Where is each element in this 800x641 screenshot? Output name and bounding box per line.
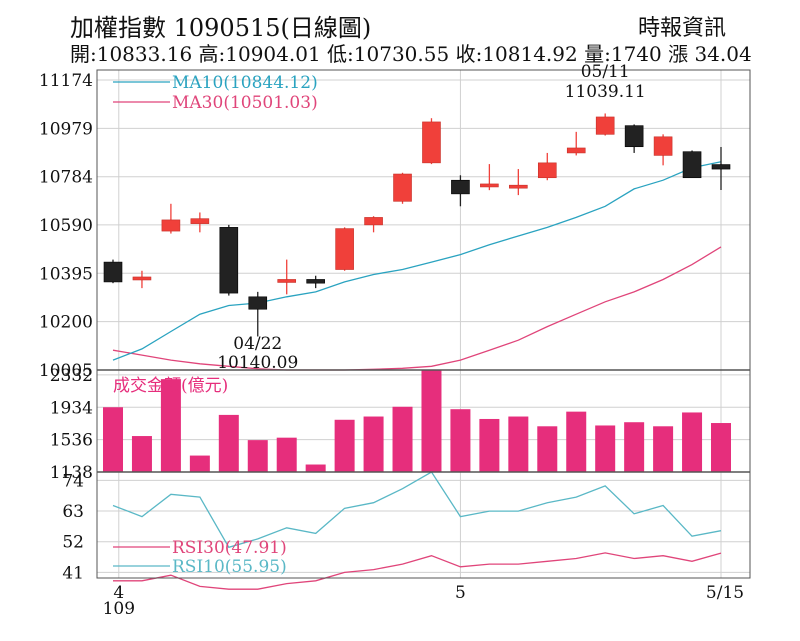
volume-bar xyxy=(103,407,123,472)
candle-body xyxy=(277,279,297,283)
price-tick-label: 10979 xyxy=(39,119,93,139)
ohlc-stats: 開:10833.16 高:10904.01 低:10730.55 收:10814… xyxy=(70,42,752,66)
volume-bar xyxy=(218,414,239,472)
source-label: 時報資訊 xyxy=(638,16,727,41)
candle-body xyxy=(190,218,210,224)
price-tick-label: 10590 xyxy=(39,216,93,236)
candle-body xyxy=(624,125,644,148)
candle-body xyxy=(682,151,702,179)
volume-bar xyxy=(479,418,500,472)
volume-bar xyxy=(508,416,529,472)
rsi-tick-label: 63 xyxy=(62,502,84,522)
plot-border xyxy=(96,69,751,579)
volume-bar xyxy=(392,406,413,472)
ma30-line xyxy=(112,246,722,371)
chart-title: 加權指數 1090515(日線圖) xyxy=(70,14,372,42)
candle-body xyxy=(566,147,586,154)
candle-body xyxy=(711,164,731,170)
volume-bar xyxy=(450,409,471,472)
volume-tick-label: 2332 xyxy=(50,366,93,386)
candle-body xyxy=(132,276,152,281)
volume-tick-label: 1934 xyxy=(50,398,93,418)
volume-bar xyxy=(276,437,297,472)
candle-body xyxy=(451,179,470,195)
price-tick-label: 10005 xyxy=(39,361,93,381)
volume-bar xyxy=(189,455,210,472)
volume-bar xyxy=(566,411,587,472)
rsi-tick-label: 74 xyxy=(62,471,84,491)
candle-body xyxy=(364,217,383,226)
volume-bar xyxy=(537,426,558,472)
volume-bar xyxy=(653,426,674,472)
low-annotation-date: 04/22 xyxy=(233,334,282,354)
rsi30-legend-label: RSI30(47.91) xyxy=(172,538,287,558)
volume-bar xyxy=(131,436,152,472)
ma10-line xyxy=(112,161,722,361)
candle-body xyxy=(306,279,325,284)
date-tick-label: 4 xyxy=(113,583,124,603)
date-tick-label: 5/15 xyxy=(706,583,744,603)
volume-bar xyxy=(682,412,703,472)
candle-body xyxy=(595,116,615,135)
volume-panel-label: 成交金額(億元) xyxy=(113,376,228,396)
rsi30-line xyxy=(113,552,722,590)
candle-body xyxy=(393,173,412,202)
high-annotation-value: 11039.11 xyxy=(565,82,646,102)
ma10-legend-label: MA10(10844.12) xyxy=(172,73,318,93)
volume-bar xyxy=(595,425,616,472)
candle-body xyxy=(480,183,499,188)
volume-tick-label: 1536 xyxy=(50,431,93,451)
volume-bar xyxy=(247,440,268,472)
date-tick-label: 109 xyxy=(103,599,135,619)
price-tick-label: 10200 xyxy=(39,313,93,333)
price-tick-label: 11174 xyxy=(39,71,93,91)
rsi10-line xyxy=(112,471,722,549)
candle-body xyxy=(219,227,239,294)
candle-body xyxy=(103,261,123,283)
candle-body xyxy=(653,136,673,156)
volume-bar xyxy=(421,370,442,472)
high-annotation-date: 05/11 xyxy=(581,62,630,82)
volume-bar xyxy=(305,464,326,472)
candle-body xyxy=(161,219,181,232)
volume-bar xyxy=(624,422,645,472)
candle-body xyxy=(537,162,557,179)
volume-tick-label: 1138 xyxy=(50,463,93,483)
date-tick-label: 5 xyxy=(455,583,466,603)
low-annotation-value: 10140.09 xyxy=(217,353,298,373)
candle-body xyxy=(335,228,354,270)
volume-bar xyxy=(711,423,731,472)
volume-bar xyxy=(334,419,355,472)
candle-body xyxy=(422,121,441,164)
rsi-tick-label: 52 xyxy=(62,533,84,553)
candle-body xyxy=(509,184,528,189)
price-tick-label: 10784 xyxy=(39,168,93,188)
rsi10-legend-label: RSI10(55.95) xyxy=(172,557,287,577)
volume-bar xyxy=(160,379,181,472)
rsi-tick-label: 41 xyxy=(62,563,84,583)
ma30-legend-label: MA30(10501.03) xyxy=(172,93,318,113)
price-tick-label: 10395 xyxy=(39,264,93,284)
volume-bar xyxy=(363,416,384,472)
candle-body xyxy=(248,296,268,310)
